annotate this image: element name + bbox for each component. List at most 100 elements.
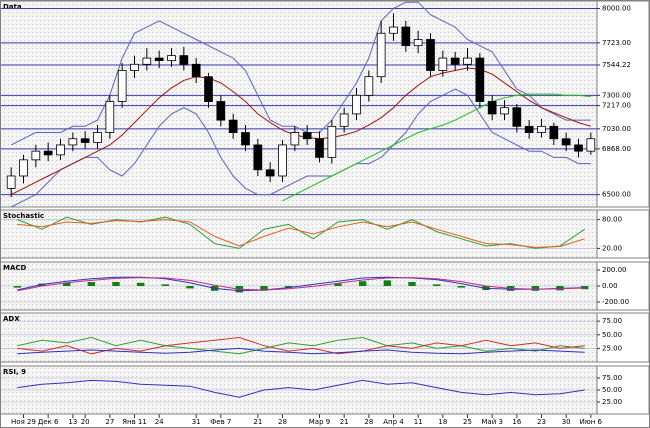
- candle-body: [105, 101, 115, 133]
- y-tick-label: 20.00: [602, 244, 622, 252]
- candle-body: [512, 107, 522, 127]
- candle-body: [487, 101, 497, 115]
- x-tick-label: Июн 6: [580, 418, 603, 426]
- series-line: [17, 336, 585, 355]
- histogram-bar: [112, 282, 120, 286]
- candle-body: [524, 125, 534, 133]
- candle-body: [130, 63, 139, 71]
- candle-body: [6, 175, 16, 189]
- candle-body: [364, 76, 374, 96]
- x-tick-label: 11: [414, 418, 423, 426]
- candle-body: [204, 76, 213, 102]
- candle-body: [352, 94, 361, 115]
- x-tick-label: 13: [68, 418, 77, 426]
- histogram-bar: [186, 286, 194, 289]
- candle-body: [290, 132, 300, 146]
- x-tick-label: Ноя 29: [11, 418, 36, 426]
- histogram-bar: [260, 286, 268, 291]
- histogram-bar: [161, 284, 170, 286]
- histogram-bar: [457, 286, 466, 288]
- candle-body: [426, 39, 435, 71]
- axis-panel: [596, 261, 650, 311]
- series-line: [10, 88, 591, 208]
- x-tick-label: Мар 9: [309, 418, 330, 426]
- candle-body: [19, 159, 28, 177]
- axis-panel: [596, 312, 650, 363]
- series-line: [17, 219, 585, 248]
- histogram-bar: [531, 286, 540, 291]
- x-tick-label: Дек 6: [38, 418, 59, 426]
- series-line: [17, 277, 585, 292]
- candle-body: [154, 57, 164, 61]
- histogram-bar: [284, 286, 293, 288]
- candle-body: [117, 70, 127, 102]
- candle-body: [537, 125, 546, 133]
- y-tick-label: 25.00: [602, 344, 622, 352]
- candle-body: [413, 39, 423, 47]
- candle-body: [80, 138, 90, 143]
- histogram-bar: [432, 284, 441, 286]
- candle-body: [389, 26, 398, 34]
- x-tick-label: 21: [340, 418, 349, 426]
- y-tick-label: 200.00: [602, 266, 627, 274]
- x-tick-label: 16: [512, 418, 521, 426]
- histogram-bar: [13, 286, 22, 288]
- candle-body: [327, 125, 337, 158]
- y-tick-label: 75.00: [602, 317, 622, 325]
- candle-body: [56, 144, 65, 156]
- y-tick-label: 80.00: [602, 216, 622, 224]
- panel-title: RSI, 9: [3, 368, 26, 376]
- candle-body: [241, 132, 250, 146]
- panel: [0, 209, 598, 259]
- panel-title: Data: [3, 3, 22, 11]
- candle-body: [253, 144, 263, 171]
- x-tick-label: 20: [81, 418, 90, 426]
- y-tick-label: -200.00: [602, 298, 629, 306]
- x-tick-label: Апр 4: [383, 418, 404, 426]
- histogram-bar: [383, 280, 392, 286]
- candle-body: [142, 57, 152, 65]
- y-tick-label: 8000.00: [602, 4, 631, 12]
- y-tick-label: 6868.00: [602, 145, 631, 153]
- candle-body: [216, 101, 226, 121]
- histogram-bar: [334, 283, 342, 286]
- axis-panel: [596, 0, 650, 208]
- x-tick-label: 27: [105, 418, 114, 426]
- x-tick-label: Май 3: [481, 418, 503, 426]
- y-tick-label: 0.00: [602, 282, 618, 290]
- x-tick-label: 18: [438, 418, 447, 426]
- candle-body: [549, 125, 559, 140]
- candle-body: [315, 138, 324, 158]
- y-tick-label: 50.00: [602, 386, 622, 394]
- x-tick-label: 23: [537, 418, 546, 426]
- series-line: [17, 336, 585, 355]
- x-tick-label: Фев 7: [210, 418, 231, 426]
- candle-body: [475, 57, 485, 102]
- candle-body: [376, 32, 386, 78]
- candle-body: [191, 63, 201, 78]
- y-tick-label: 7300.00: [602, 91, 631, 99]
- series-line: [10, 1, 591, 146]
- y-tick-label: 7217.00: [602, 102, 631, 110]
- histogram-bar: [87, 282, 96, 286]
- axis-panel: [596, 365, 650, 415]
- x-tick-label: 21: [253, 418, 262, 426]
- candle-body: [43, 150, 53, 156]
- histogram-bar: [358, 281, 367, 286]
- histogram-bar: [136, 282, 145, 286]
- x-tick-label: 28: [364, 418, 373, 426]
- candle-body: [438, 57, 448, 71]
- series-line: [282, 93, 591, 202]
- x-tick-label: Янв 11: [122, 418, 147, 426]
- candle-body: [401, 26, 411, 47]
- y-tick-label: 75.00: [602, 374, 622, 382]
- histogram-bar: [408, 282, 416, 286]
- y-tick-label: 7544.22: [602, 61, 631, 69]
- x-tick-label: 28: [278, 418, 287, 426]
- y-tick-label: 6500.00: [602, 191, 631, 199]
- candle-body: [500, 107, 509, 115]
- candle-body: [68, 138, 78, 146]
- x-tick-label: 31: [192, 418, 201, 426]
- candle-body: [179, 55, 189, 65]
